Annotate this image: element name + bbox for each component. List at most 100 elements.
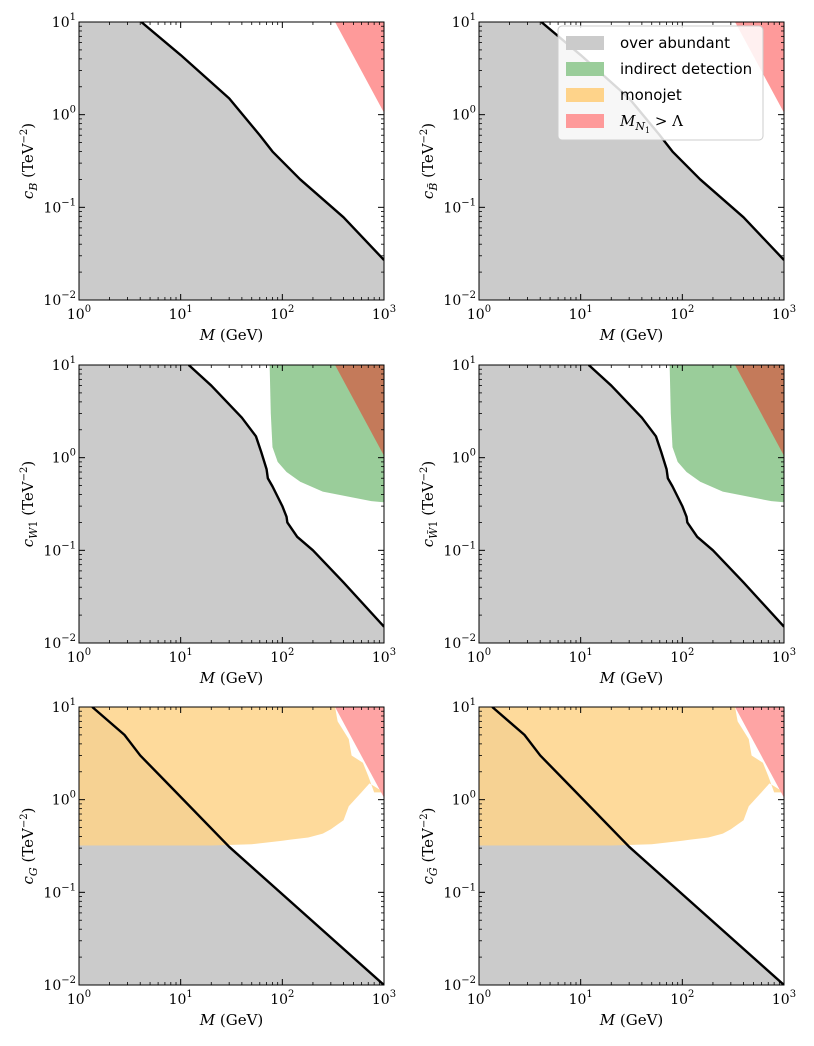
- over-abundant-region: [479, 365, 784, 643]
- chart-panel-middle-left: 100 101 102 103 10−2 10−1 100 101 M (GeV) cW1 (Te…: [19, 355, 396, 687]
- y-tick-label: 10−2: [443, 975, 476, 994]
- x-tick-label: 100: [467, 304, 491, 323]
- y-tick-label: 101: [52, 355, 76, 374]
- x-tick-label: 103: [772, 304, 796, 323]
- axes-frame: [478, 364, 785, 644]
- x-tick-label: 103: [772, 989, 796, 1008]
- legend-box: [557, 25, 764, 141]
- y-axis-label: cW̃1 (TeV−2): [419, 461, 440, 548]
- y-tick-label: 10−1: [43, 882, 76, 901]
- y-tick-label: 100: [452, 448, 476, 467]
- y-tick-label: 101: [52, 697, 76, 716]
- axis-ticks: [78, 21, 385, 301]
- axis-ticks: [478, 706, 785, 986]
- legend-swatch: [566, 62, 604, 76]
- y-axis-label: cG (TeV−2): [19, 808, 40, 885]
- y-tick-label: 100: [452, 105, 476, 124]
- y-tick-label: 10−2: [443, 633, 476, 652]
- plot-area: [79, 22, 384, 300]
- x-tick-label: 102: [270, 989, 294, 1008]
- y-tick-label: 100: [452, 790, 476, 809]
- axes-frame: [78, 706, 385, 986]
- axes-frame: [78, 21, 385, 301]
- legend-label: monojet: [620, 86, 682, 104]
- x-axis-label: M (GeV): [599, 669, 664, 687]
- relic-boundary-line: [187, 365, 384, 628]
- legend: over abundant indirect detection monojet MN…: [557, 25, 764, 141]
- chart-panel-bottom-right: 100 101 102 103 10−2 10−1 100 101 M (GeV) cG̃ (Te…: [419, 697, 796, 1029]
- y-axis-label: cB̃ (TeV−2): [419, 123, 440, 199]
- y-tick-label: 10−1: [443, 197, 476, 216]
- x-tick-label: 103: [372, 989, 396, 1008]
- legend-label: indirect detection: [620, 60, 752, 78]
- legend-swatch: [566, 114, 604, 128]
- y-tick-label: 10−2: [43, 290, 76, 309]
- x-tick-label: 101: [169, 647, 193, 666]
- legend-swatch: [566, 36, 604, 50]
- over-abundant-region: [79, 365, 384, 643]
- legend-label: MN1 > Λ: [619, 112, 683, 135]
- x-tick-label: 100: [467, 989, 491, 1008]
- y-tick-label: 10−1: [43, 197, 76, 216]
- mass-exceeds-cutoff-region: [735, 707, 784, 798]
- mass-exceeds-cutoff-region: [335, 22, 384, 113]
- y-tick-label: 101: [452, 697, 476, 716]
- y-tick-label: 10−2: [43, 633, 76, 652]
- axes-frame: [478, 21, 785, 301]
- y-tick-label: 10−2: [43, 975, 76, 994]
- y-tick-label: 10−1: [443, 540, 476, 559]
- over-abundant-region: [479, 22, 784, 300]
- axis-ticks: [78, 364, 385, 644]
- x-tick-label: 101: [569, 304, 593, 323]
- over-abundant-region: [79, 22, 384, 300]
- x-axis-label: M (GeV): [199, 669, 264, 687]
- x-tick-label: 102: [670, 647, 694, 666]
- x-axis-label: M (GeV): [599, 1011, 664, 1029]
- chart-panel-top-left: 100 101 102 103 10−2 10−1 100 101 M (GeV) cB (TeV…: [19, 12, 396, 344]
- axes-frame: [78, 364, 385, 644]
- x-tick-label: 101: [169, 989, 193, 1008]
- mass-exceeds-cutoff-region: [735, 365, 784, 456]
- x-tick-label: 101: [169, 304, 193, 323]
- axes-frame: [478, 706, 785, 986]
- x-tick-label: 100: [67, 647, 91, 666]
- x-tick-label: 100: [67, 304, 91, 323]
- plot-area: [79, 707, 384, 985]
- legend-label: over abundant: [620, 34, 730, 52]
- legend-swatch: [566, 88, 604, 102]
- relic-boundary-line: [587, 365, 784, 628]
- y-tick-label: 101: [52, 12, 76, 31]
- y-axis-label: cG̃ (TeV−2): [419, 808, 440, 885]
- x-tick-label: 100: [467, 647, 491, 666]
- y-tick-label: 100: [52, 105, 76, 124]
- x-tick-label: 102: [670, 304, 694, 323]
- axis-ticks: [478, 21, 785, 301]
- y-tick-label: 100: [52, 448, 76, 467]
- x-axis-label: M (GeV): [199, 326, 264, 344]
- chart-panel-bottom-left: 100 101 102 103 10−2 10−1 100 101 M (GeV) cG (TeV…: [19, 697, 396, 1029]
- monojet-region: [79, 707, 384, 846]
- y-tick-label: 100: [52, 790, 76, 809]
- axis-ticks: [478, 364, 785, 644]
- y-tick-label: 10−1: [443, 882, 476, 901]
- mass-exceeds-cutoff-region: [335, 365, 384, 456]
- relic-boundary-line: [491, 707, 784, 985]
- chart-panel-middle-right: 100 101 102 103 10−2 10−1 100 101 M (GeV) cW̃1 (T…: [419, 355, 796, 687]
- y-tick-label: 101: [452, 355, 476, 374]
- y-tick-label: 10−1: [43, 540, 76, 559]
- y-axis-label: cW1 (TeV−2): [19, 461, 40, 548]
- mass-exceeds-cutoff-region: [335, 707, 384, 798]
- plot-area: [79, 365, 384, 643]
- x-tick-label: 103: [772, 647, 796, 666]
- x-tick-label: 102: [670, 989, 694, 1008]
- relic-boundary-line: [91, 707, 384, 985]
- x-tick-label: 101: [569, 989, 593, 1008]
- x-tick-label: 100: [67, 989, 91, 1008]
- y-tick-label: 101: [452, 12, 476, 31]
- x-tick-label: 103: [372, 647, 396, 666]
- chart-panel-top-right: 100 101 102 103 10−2 10−1 100 101 M (GeV) cB̃ (Te…: [419, 12, 796, 344]
- relic-boundary-line: [140, 22, 384, 261]
- x-axis-label: M (GeV): [199, 1011, 264, 1029]
- y-axis-label: cB (TeV−2): [19, 123, 40, 199]
